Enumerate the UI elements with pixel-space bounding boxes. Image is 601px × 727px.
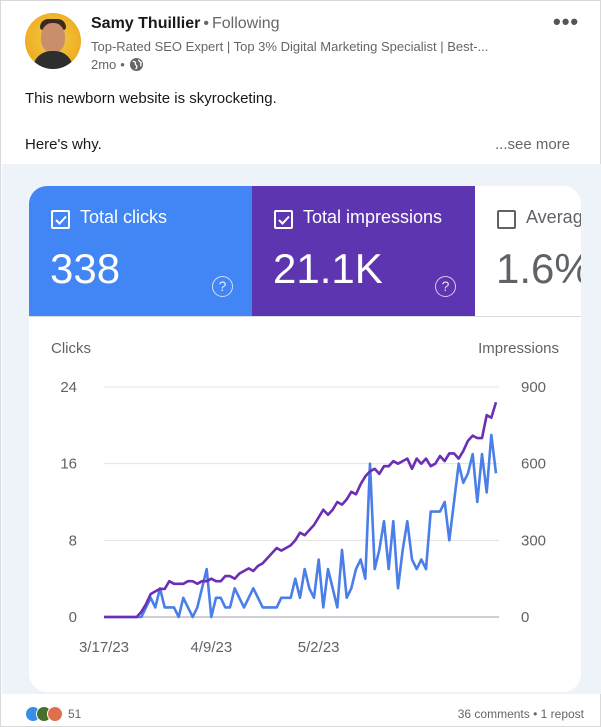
performance-chart: Clicks Impressions24168090060030003/17/23… bbox=[51, 340, 559, 656]
reactions[interactable]: 51 bbox=[25, 706, 81, 722]
author-name[interactable]: Samy Thuillier bbox=[91, 15, 201, 32]
y-right-tick-label: 0 bbox=[521, 609, 529, 626]
search-console-card: Total clicks 338 ? Total impressions 21.… bbox=[29, 186, 581, 692]
post-meta: 2mo • bbox=[91, 57, 144, 72]
comments-count[interactable]: 36 comments bbox=[457, 707, 530, 721]
following-status: Following bbox=[211, 15, 280, 32]
checkbox-unchecked-icon bbox=[497, 210, 516, 229]
globe-icon bbox=[129, 57, 144, 72]
post-text-line: This newborn website is skyrocketing. bbox=[25, 90, 277, 107]
y-left-tick-label: 0 bbox=[69, 609, 77, 626]
metric-label: Total impressions bbox=[303, 207, 443, 227]
meta-separator: • bbox=[120, 57, 125, 72]
post-footer: 51 36 comments • 1 repost bbox=[1, 694, 601, 727]
see-more-link[interactable]: ...see more bbox=[495, 136, 571, 153]
metric-value: 21.1K bbox=[273, 245, 383, 292]
reaction-count: 51 bbox=[68, 707, 82, 721]
reposts-count[interactable]: 1 repost bbox=[540, 707, 584, 721]
divider bbox=[29, 316, 581, 317]
more-options-icon[interactable]: ••• bbox=[553, 9, 580, 34]
series-line-clicks bbox=[104, 433, 498, 619]
post-image[interactable]: Total clicks 338 ? Total impressions 21.… bbox=[2, 164, 601, 694]
engagement-summary: 36 comments • 1 repost bbox=[458, 707, 584, 721]
y-left-axis-title: Clicks bbox=[51, 340, 91, 357]
y-right-tick-label: 300 bbox=[521, 532, 546, 549]
checkbox-checked-icon bbox=[274, 210, 293, 229]
x-tick-label: 3/17/23 bbox=[79, 639, 129, 656]
engagement-separator: • bbox=[533, 707, 538, 721]
x-tick-label: 5/2/23 bbox=[298, 639, 340, 656]
y-left-tick-label: 24 bbox=[60, 379, 77, 396]
post-time: 2mo bbox=[91, 57, 117, 72]
checkbox-checked-icon bbox=[51, 210, 70, 229]
metric-tile-average: Averag 1.6% bbox=[475, 186, 581, 316]
metric-tile-clicks: Total clicks 338 ? bbox=[29, 186, 252, 316]
post-text-line: Here's why. bbox=[25, 136, 102, 153]
y-right-axis-title: Impressions bbox=[478, 340, 559, 357]
x-tick-label: 4/9/23 bbox=[190, 639, 232, 656]
author-avatar[interactable] bbox=[25, 13, 81, 69]
series-line-impressions bbox=[104, 401, 498, 619]
name-separator: • bbox=[203, 15, 209, 32]
author-headline: Top-Rated SEO Expert | Top 3% Digital Ma… bbox=[91, 39, 489, 54]
metric-tile-impressions: Total impressions 21.1K ? bbox=[252, 186, 475, 316]
y-right-tick-label: 600 bbox=[521, 456, 546, 473]
metric-label: Averag bbox=[526, 207, 581, 227]
help-icon: ? bbox=[435, 276, 456, 297]
metric-value: 338 bbox=[50, 245, 121, 292]
help-icon: ? bbox=[212, 276, 233, 297]
love-reaction-icon bbox=[47, 706, 63, 722]
metric-label: Total clicks bbox=[80, 207, 168, 227]
author-name-row: Samy Thuillier • Following bbox=[91, 15, 280, 33]
y-left-tick-label: 16 bbox=[60, 456, 77, 473]
y-right-tick-label: 900 bbox=[521, 379, 546, 396]
metric-value: 1.6% bbox=[496, 245, 581, 292]
y-left-tick-label: 8 bbox=[69, 532, 77, 549]
